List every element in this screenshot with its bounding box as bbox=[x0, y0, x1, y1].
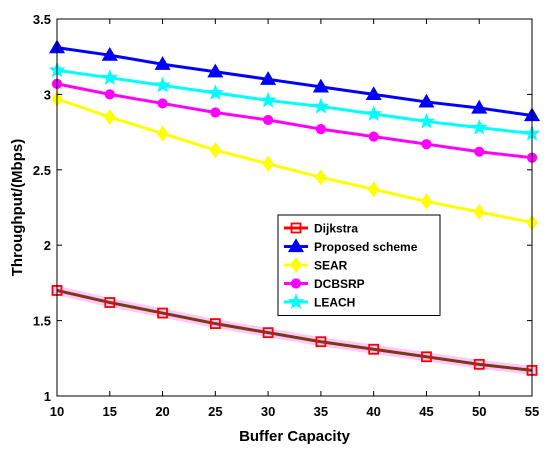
legend-marker bbox=[290, 256, 302, 274]
data-point bbox=[473, 358, 485, 370]
legend-marker bbox=[287, 293, 305, 310]
legend: Dijkstra Proposed scheme SEAR DCBSRP LEACH bbox=[277, 214, 441, 316]
data-point bbox=[418, 93, 435, 108]
series-sear bbox=[51, 90, 538, 231]
data-point bbox=[365, 86, 382, 101]
x-tick-label: 55 bbox=[525, 404, 539, 419]
data-point bbox=[263, 114, 274, 126]
x-tick-label: 35 bbox=[314, 404, 328, 419]
data-point bbox=[104, 297, 116, 308]
legend-marker bbox=[290, 278, 302, 289]
x-tick-label: 15 bbox=[103, 404, 117, 419]
data-point bbox=[473, 203, 485, 221]
data-point bbox=[207, 84, 224, 100]
series-dijkstra bbox=[51, 285, 538, 376]
y-tick-label: 3.5 bbox=[33, 12, 51, 27]
series-line bbox=[56, 82, 533, 160]
data-point bbox=[210, 107, 221, 118]
data-point bbox=[104, 89, 115, 100]
x-tick-label: 30 bbox=[261, 404, 275, 419]
data-point bbox=[312, 78, 329, 93]
y-tick-label: 2.5 bbox=[33, 163, 51, 178]
y-tick-label: 2 bbox=[44, 238, 51, 253]
y-tick-label: 1 bbox=[44, 389, 51, 404]
data-point bbox=[368, 131, 379, 142]
data-point bbox=[260, 71, 277, 85]
series-proposed-scheme bbox=[48, 39, 541, 122]
x-tick-label: 45 bbox=[419, 404, 433, 419]
legend-label: Dijkstra bbox=[314, 222, 358, 236]
data-point bbox=[154, 56, 171, 70]
axes-frame bbox=[56, 18, 533, 397]
data-point bbox=[156, 125, 169, 142]
legend-label: Proposed scheme bbox=[314, 240, 418, 254]
plot-area bbox=[48, 39, 541, 376]
legend-entry: SEAR bbox=[284, 256, 348, 274]
series-line bbox=[56, 288, 533, 372]
data-point bbox=[367, 181, 380, 198]
data-point bbox=[315, 169, 327, 186]
legend-label: LEACH bbox=[314, 296, 355, 310]
legend-marker bbox=[287, 238, 305, 253]
legend-label: DCBSRP bbox=[314, 277, 365, 291]
series-line bbox=[56, 97, 533, 225]
x-tick-label: 25 bbox=[208, 404, 222, 419]
legend-entry: Dijkstra bbox=[284, 222, 358, 236]
legend-marker bbox=[290, 222, 302, 234]
x-axis-label: Buffer Capacity bbox=[239, 428, 351, 445]
axis-ticks: 10 15 20 25 30 35 40 45 50 55 1 1.5 2 2.5 3 3.5 bbox=[33, 12, 539, 419]
data-point bbox=[315, 123, 326, 135]
y-tick-label: 3 bbox=[44, 87, 51, 102]
x-tick-label: 50 bbox=[472, 404, 486, 419]
data-point bbox=[418, 112, 435, 129]
data-point bbox=[104, 108, 116, 126]
data-point bbox=[421, 139, 432, 150]
data-point bbox=[259, 91, 277, 108]
data-point bbox=[315, 336, 327, 348]
data-point bbox=[157, 307, 168, 319]
series-line bbox=[56, 68, 533, 136]
data-point bbox=[157, 98, 168, 109]
data-point bbox=[365, 105, 382, 122]
data-point bbox=[471, 99, 488, 114]
x-tick-label: 10 bbox=[50, 404, 64, 419]
data-point bbox=[207, 63, 224, 78]
data-point bbox=[101, 69, 119, 85]
data-point bbox=[262, 155, 274, 172]
legend-entry: Proposed scheme bbox=[284, 238, 418, 254]
data-point bbox=[312, 97, 330, 114]
x-tick-label: 40 bbox=[366, 404, 380, 419]
data-point bbox=[101, 47, 118, 61]
x-tick-label: 20 bbox=[155, 404, 169, 419]
data-point bbox=[209, 142, 222, 159]
data-point bbox=[421, 351, 432, 363]
y-tick-label: 1.5 bbox=[33, 314, 51, 329]
data-point bbox=[474, 146, 485, 157]
data-point bbox=[209, 318, 221, 330]
y-axis-label: Throughput/(Mbps) bbox=[9, 139, 26, 276]
legend-entry: DCBSRP bbox=[284, 277, 365, 291]
data-point bbox=[420, 193, 433, 210]
data-point bbox=[470, 118, 488, 135]
legend-label: SEAR bbox=[314, 259, 348, 273]
data-point bbox=[262, 327, 274, 339]
data-point bbox=[154, 76, 171, 93]
data-point bbox=[368, 343, 380, 355]
series-line bbox=[56, 46, 533, 117]
legend-entry: LEACH bbox=[284, 293, 355, 310]
